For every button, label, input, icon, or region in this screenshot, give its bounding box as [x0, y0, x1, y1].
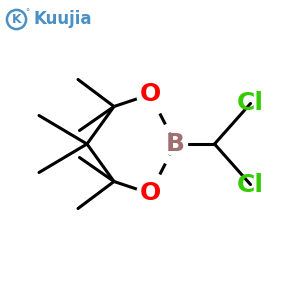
Circle shape	[137, 180, 163, 207]
Text: K: K	[12, 13, 21, 26]
Text: Cl: Cl	[237, 172, 264, 197]
Text: O: O	[140, 182, 160, 206]
Text: O: O	[140, 82, 160, 106]
Text: Kuujia: Kuujia	[34, 11, 92, 28]
Text: °: °	[25, 8, 29, 17]
Circle shape	[137, 81, 163, 108]
Text: Cl: Cl	[237, 92, 264, 116]
Text: B: B	[166, 132, 185, 156]
Circle shape	[164, 132, 188, 156]
